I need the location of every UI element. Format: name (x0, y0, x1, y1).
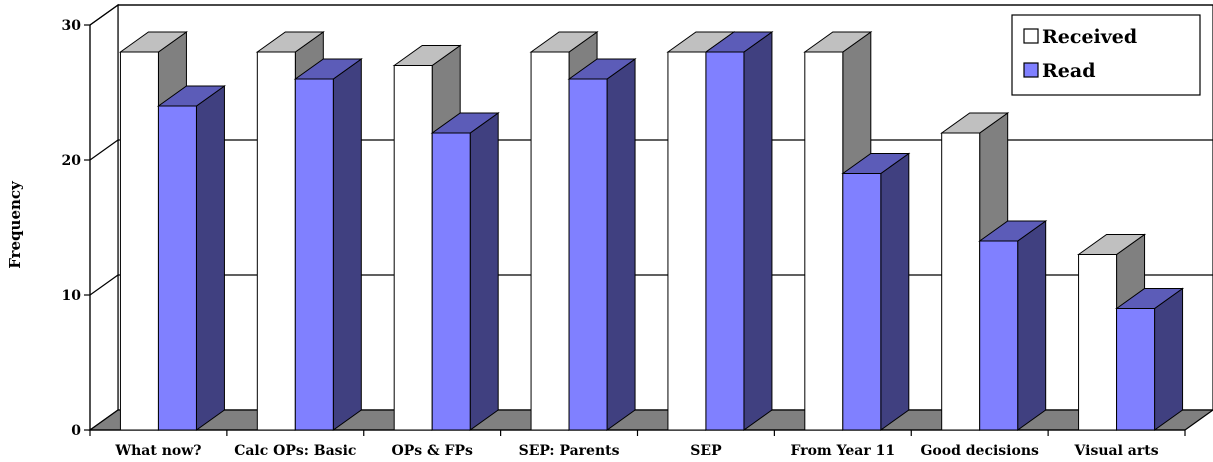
bar-read-side (470, 113, 498, 430)
bar-read-side (607, 59, 635, 430)
y-tick-label: 20 (62, 153, 82, 169)
x-tick-label: Good decisions (920, 443, 1039, 459)
x-tick-label: From Year 11 (791, 443, 896, 459)
bar-read-side (196, 86, 224, 430)
side-wall (90, 5, 118, 430)
bar-read-front (1117, 309, 1155, 431)
x-tick-label: Visual arts (1074, 443, 1159, 459)
bar-read (1117, 289, 1183, 431)
x-tick-label: OPs & FPs (392, 443, 473, 459)
bar-read (432, 113, 498, 430)
y-axis: 0 10 20 30 (62, 18, 90, 439)
y-axis-label: Frequency (6, 180, 24, 269)
legend-label: Received (1042, 26, 1137, 48)
legend: Received Read (1012, 15, 1200, 95)
bar-read (569, 59, 635, 430)
bar-read-side (744, 32, 772, 430)
bar-read (706, 32, 772, 430)
bar-read (158, 86, 224, 430)
y-tick-label: 30 (62, 18, 82, 34)
bar-received-front (942, 133, 980, 430)
x-tick-label: Calc OPs: Basic (234, 443, 356, 459)
bar-read-front (706, 52, 744, 430)
y-tick-label: 10 (62, 288, 82, 304)
bar-read-front (295, 79, 333, 430)
bar-read (843, 154, 909, 431)
bar-received-front (531, 52, 569, 430)
bar-read (980, 221, 1046, 430)
bar-read-front (158, 106, 196, 430)
bar-received-front (1079, 255, 1117, 431)
bar-received-front (668, 52, 706, 430)
x-axis: What now? Calc OPs: Basic OPs & FPs SEP: Pa… (90, 430, 1185, 459)
x-tick-label: SEP: Parents (519, 443, 620, 459)
bar-read-side (1155, 289, 1183, 431)
legend-label: Read (1042, 60, 1095, 82)
bar-read-side (333, 59, 361, 430)
bar-received-front (120, 52, 158, 430)
bar-read-front (432, 133, 470, 430)
x-tick-label: What now? (114, 443, 201, 459)
y-tick-label: 0 (71, 423, 81, 439)
bar-read-side (1018, 221, 1046, 430)
bar-received-front (257, 52, 295, 430)
bar-read (295, 59, 361, 430)
bar-read-front (980, 241, 1018, 430)
bar-read-front (843, 174, 881, 431)
legend-swatch (1024, 29, 1038, 43)
bar-read-front (569, 79, 607, 430)
bar-received-front (805, 52, 843, 430)
x-tick-label: SEP (690, 443, 722, 459)
bar-received-front (394, 66, 432, 431)
bar-read-side (881, 154, 909, 431)
legend-swatch (1024, 63, 1038, 77)
